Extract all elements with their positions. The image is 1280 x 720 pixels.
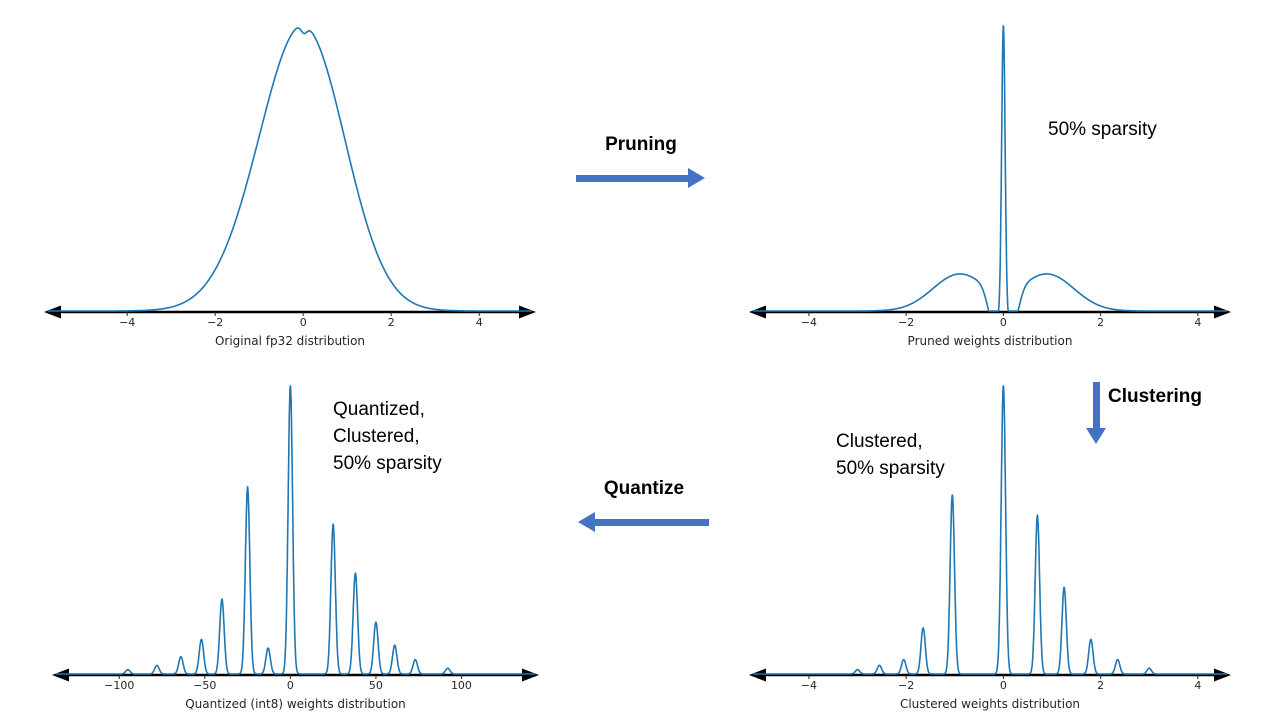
- quantize-arrow-head-icon: [578, 512, 595, 532]
- pruning-arrow-head-icon: [688, 168, 705, 188]
- plot-title-pruned: Pruned weights distribution: [907, 334, 1073, 348]
- tick-label: 4: [476, 316, 483, 329]
- annotation-pruned-sparsity: 50% sparsity: [1048, 119, 1157, 140]
- plot-clustered: −4 −2 0 2 4 Clustered weights distribution: [745, 372, 1235, 720]
- tick-label: 4: [1194, 316, 1201, 329]
- tick-label: −50: [193, 679, 216, 692]
- distribution-curve: [55, 385, 536, 675]
- clustering-arrow-head-icon: [1086, 428, 1106, 444]
- tick-label: −4: [801, 316, 817, 329]
- plot-original-fp32: −4 −2 0 2 4 Original fp32 distribution: [40, 4, 540, 356]
- plot-pruned: −4 −2 0 2 4 Pruned weights distribution: [745, 4, 1235, 356]
- plot-title-original: Original fp32 distribution: [214, 334, 366, 348]
- tick-label: 0: [300, 316, 307, 329]
- axis-right-arrowhead-icon: [519, 305, 536, 319]
- tick-label: 0: [287, 679, 294, 692]
- axis-left-arrowhead-icon: [52, 668, 69, 682]
- clustering-arrow-shaft: [1092, 382, 1100, 428]
- distribution-curve: [752, 385, 1228, 675]
- plot-title-quantized: Quantized (int8) weights distribution: [185, 697, 406, 711]
- quantize-label: Quantize: [603, 478, 685, 499]
- quantized-weights-chart: −100 −50 0 50 100: [52, 385, 539, 692]
- pruning-label: Pruning: [605, 134, 677, 155]
- axis-right-arrowhead-icon: [1214, 668, 1231, 682]
- tick-label: 100: [451, 679, 472, 692]
- tick-label: 0: [1000, 679, 1007, 692]
- axis-left-arrowhead-icon: [44, 305, 61, 319]
- pruning-arrow: [576, 168, 706, 188]
- axis-left-arrowhead-icon: [749, 668, 766, 682]
- clustered-weights-chart: −4 −2 0 2 4: [749, 385, 1231, 692]
- tick-label: −4: [119, 316, 135, 329]
- clustering-arrow: [1086, 382, 1106, 444]
- plot-title-clustered: Clustered weights distribution: [899, 697, 1081, 711]
- tick-label: 0: [1000, 316, 1007, 329]
- axis-right-arrowhead-icon: [522, 668, 539, 682]
- tick-label: −2: [898, 316, 914, 329]
- axis-left-arrowhead-icon: [749, 305, 766, 319]
- tick-label: −2: [898, 679, 914, 692]
- distribution-curve: [752, 25, 1228, 312]
- axis-right-arrowhead-icon: [1214, 305, 1231, 319]
- distribution-curve: [47, 27, 533, 312]
- quantize-arrow-shaft: [595, 518, 709, 526]
- tick-label: 50: [369, 679, 383, 692]
- annotation-clustered-sparsity: Clustered, 50% sparsity: [836, 431, 945, 479]
- tick-label: 4: [1194, 679, 1201, 692]
- tick-label: 2: [388, 316, 395, 329]
- tick-label: 2: [1097, 316, 1104, 329]
- annotation-quantized-sparsity: Quantized, Clustered, 50% sparsity: [333, 399, 442, 474]
- tick-label: −4: [801, 679, 817, 692]
- original-fp32-chart: −4 −2 0 2 4: [44, 27, 536, 329]
- tick-label: −100: [104, 679, 134, 692]
- clustering-label: Clustering: [1108, 386, 1202, 407]
- tick-label: 2: [1097, 679, 1104, 692]
- pruned-weights-chart: −4 −2 0 2 4: [749, 25, 1231, 329]
- plot-quantized: −100 −50 0 50 100 Quantized (int8) weights d…: [48, 372, 543, 720]
- tick-label: −2: [207, 316, 223, 329]
- pruning-arrow-shaft: [576, 174, 688, 182]
- quantize-arrow: [578, 512, 710, 532]
